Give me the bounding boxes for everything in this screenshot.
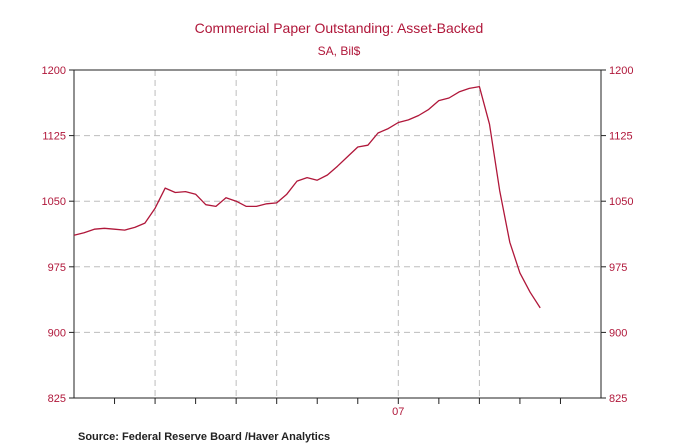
y-tick-label-left: 1050 xyxy=(42,196,66,208)
chart-subtitle: SA, Bil$ xyxy=(318,44,361,58)
y-tick-label-left: 975 xyxy=(48,262,66,274)
y-tick-label-right: 900 xyxy=(609,327,627,339)
y-tick-label-left: 1200 xyxy=(42,65,66,77)
y-tick-label-right: 1125 xyxy=(609,131,633,143)
y-tick-label-right: 825 xyxy=(609,393,627,405)
axis-ticks xyxy=(69,69,606,404)
grid xyxy=(74,70,601,398)
y-tick-label-right: 1050 xyxy=(609,196,633,208)
tick-labels: 825 825 900 900 975 975 1050 1050 1125 1125 1200 12… xyxy=(42,65,634,418)
y-tick-label-left: 1125 xyxy=(42,131,66,143)
chart-title: Commercial Paper Outstanding: Asset-Back… xyxy=(195,20,484,36)
series-line xyxy=(73,85,541,309)
x-tick-label: 07 xyxy=(392,406,404,418)
plot-frame xyxy=(73,69,602,399)
series-layer xyxy=(73,85,541,309)
y-tick-label-left: 900 xyxy=(48,327,66,339)
y-tick-label-left: 825 xyxy=(48,393,66,405)
y-tick-label-right: 975 xyxy=(609,262,627,274)
source-note: Source: Federal Reserve Board /Haver Ana… xyxy=(78,431,330,443)
y-tick-label-right: 1200 xyxy=(609,65,633,77)
